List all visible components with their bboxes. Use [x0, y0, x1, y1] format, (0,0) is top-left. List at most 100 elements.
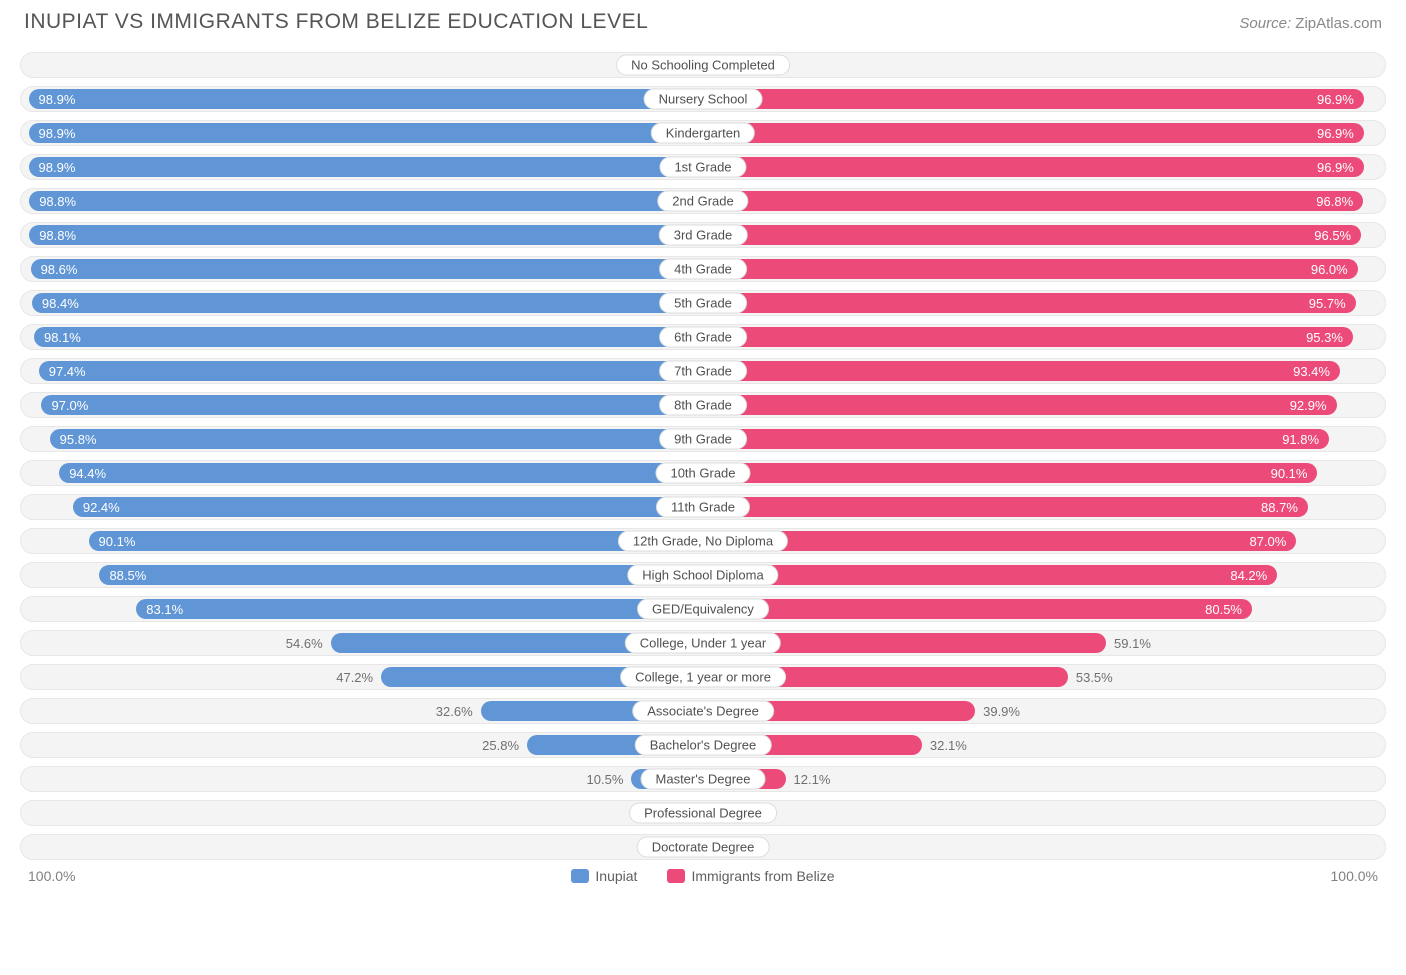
- row-left-half: 90.1%: [21, 529, 703, 553]
- row-track: 25.8% 32.1% Bachelor's Degree: [20, 732, 1386, 758]
- bar-right-value: 96.9%: [1317, 92, 1354, 107]
- chart-row: 95.8% 91.8% 9th Grade: [20, 426, 1386, 452]
- bar-left: 98.8%: [29, 225, 703, 245]
- row-track: 98.1% 95.3% 6th Grade: [20, 324, 1386, 350]
- row-category-label: No Schooling Completed: [616, 55, 790, 76]
- row-left-half: 1.5%: [21, 53, 703, 77]
- row-category-label: Bachelor's Degree: [635, 735, 772, 756]
- bar-right-value: 80.5%: [1205, 602, 1242, 617]
- row-category-label: 3rd Grade: [659, 225, 748, 246]
- bar-right: 96.0%: [703, 259, 1358, 279]
- row-category-label: 1st Grade: [659, 157, 746, 178]
- bar-left: 98.4%: [32, 293, 703, 313]
- bar-right-value: 39.9%: [975, 699, 1020, 723]
- row-left-half: 83.1%: [21, 597, 703, 621]
- bar-left: 98.9%: [29, 157, 703, 177]
- row-left-half: 97.0%: [21, 393, 703, 417]
- bar-left-value: 92.4%: [83, 500, 120, 515]
- bar-right: 96.5%: [703, 225, 1361, 245]
- chart-row: 88.5% 84.2% High School Diploma: [20, 562, 1386, 588]
- row-right-half: 53.5%: [703, 665, 1385, 689]
- chart-row: 98.6% 96.0% 4th Grade: [20, 256, 1386, 282]
- bar-right-value: 95.3%: [1306, 330, 1343, 345]
- axis-left-max: 100.0%: [28, 868, 75, 884]
- bar-right-value: 96.5%: [1314, 228, 1351, 243]
- bar-left: 83.1%: [136, 599, 703, 619]
- axis-right-max: 100.0%: [1331, 868, 1378, 884]
- bar-right-value: 88.7%: [1261, 500, 1298, 515]
- row-left-half: 54.6%: [21, 631, 703, 655]
- chart-row: 47.2% 53.5% College, 1 year or more: [20, 664, 1386, 690]
- row-category-label: 12th Grade, No Diploma: [618, 531, 788, 552]
- row-left-half: 25.8%: [21, 733, 703, 757]
- bar-right: 96.9%: [703, 89, 1364, 109]
- row-category-label: 2nd Grade: [657, 191, 748, 212]
- bar-right-value: 96.8%: [1316, 194, 1353, 209]
- bar-right-value: 95.7%: [1309, 296, 1346, 311]
- bar-right-value: 84.2%: [1230, 568, 1267, 583]
- chart-row: 1.5% 3.1% No Schooling Completed: [20, 52, 1386, 78]
- bar-left-value: 98.9%: [39, 160, 76, 175]
- bar-right: 92.9%: [703, 395, 1337, 415]
- row-category-label: 10th Grade: [655, 463, 750, 484]
- bar-right: 87.0%: [703, 531, 1296, 551]
- chart-row: 1.3% 1.3% Doctorate Degree: [20, 834, 1386, 860]
- bar-right: 80.5%: [703, 599, 1252, 619]
- row-category-label: Kindergarten: [651, 123, 755, 144]
- row-track: 98.4% 95.7% 5th Grade: [20, 290, 1386, 316]
- chart-row: 98.8% 96.5% 3rd Grade: [20, 222, 1386, 248]
- row-right-half: 92.9%: [703, 393, 1385, 417]
- chart-row: 54.6% 59.1% College, Under 1 year: [20, 630, 1386, 656]
- row-track: 54.6% 59.1% College, Under 1 year: [20, 630, 1386, 656]
- row-left-half: 3.2%: [21, 801, 703, 825]
- row-right-half: 88.7%: [703, 495, 1385, 519]
- bar-right-value: 87.0%: [1249, 534, 1286, 549]
- bar-left-value: 98.9%: [39, 126, 76, 141]
- chart-row: 83.1% 80.5% GED/Equivalency: [20, 596, 1386, 622]
- row-left-half: 88.5%: [21, 563, 703, 587]
- bar-left: 98.6%: [31, 259, 703, 279]
- chart-row: 98.9% 96.9% Kindergarten: [20, 120, 1386, 146]
- row-track: 94.4% 90.1% 10th Grade: [20, 460, 1386, 486]
- row-track: 98.8% 96.5% 3rd Grade: [20, 222, 1386, 248]
- legend-item-right: Immigrants from Belize: [667, 868, 834, 884]
- row-right-half: 1.3%: [703, 835, 1385, 859]
- bar-left: 94.4%: [59, 463, 703, 483]
- chart-row: 97.4% 93.4% 7th Grade: [20, 358, 1386, 384]
- chart-row: 10.5% 12.1% Master's Degree: [20, 766, 1386, 792]
- bar-left: 98.1%: [34, 327, 703, 347]
- bar-right: 84.2%: [703, 565, 1277, 585]
- bar-left: 98.9%: [29, 89, 703, 109]
- bar-left-value: 94.4%: [69, 466, 106, 481]
- row-left-half: 1.3%: [21, 835, 703, 859]
- bar-left-value: 98.8%: [39, 194, 76, 209]
- row-left-half: 98.4%: [21, 291, 703, 315]
- row-right-half: 96.9%: [703, 87, 1385, 111]
- row-right-half: 91.8%: [703, 427, 1385, 451]
- row-left-half: 98.6%: [21, 257, 703, 281]
- row-right-half: 59.1%: [703, 631, 1385, 655]
- row-track: 98.9% 96.9% Kindergarten: [20, 120, 1386, 146]
- row-category-label: 11th Grade: [656, 497, 750, 518]
- row-left-half: 98.9%: [21, 87, 703, 111]
- row-track: 88.5% 84.2% High School Diploma: [20, 562, 1386, 588]
- bar-right: 96.8%: [703, 191, 1363, 211]
- bar-right-value: 93.4%: [1293, 364, 1330, 379]
- bar-left: 98.9%: [29, 123, 703, 143]
- chart-row: 98.8% 96.8% 2nd Grade: [20, 188, 1386, 214]
- bar-left-value: 83.1%: [146, 602, 183, 617]
- legend-label-right: Immigrants from Belize: [691, 868, 834, 884]
- bar-left: 97.4%: [39, 361, 703, 381]
- row-left-half: 97.4%: [21, 359, 703, 383]
- bar-left-value: 95.8%: [60, 432, 97, 447]
- bar-right-value: 92.9%: [1290, 398, 1327, 413]
- bar-left-value: 10.5%: [587, 767, 632, 791]
- row-right-half: 39.9%: [703, 699, 1385, 723]
- row-left-half: 98.9%: [21, 155, 703, 179]
- row-category-label: Nursery School: [644, 89, 763, 110]
- row-right-half: 12.1%: [703, 767, 1385, 791]
- row-category-label: 6th Grade: [659, 327, 747, 348]
- row-right-half: 96.9%: [703, 155, 1385, 179]
- row-right-half: 96.8%: [703, 189, 1385, 213]
- chart-row: 98.1% 95.3% 6th Grade: [20, 324, 1386, 350]
